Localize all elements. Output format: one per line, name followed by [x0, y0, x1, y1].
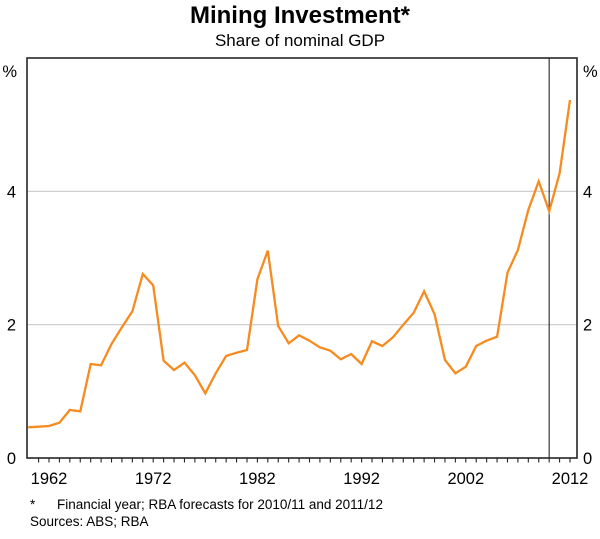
footnote-text: Financial year; RBA forecasts for 2010/1… [57, 497, 383, 512]
plot-frame [26, 57, 578, 459]
data-line [28, 99, 572, 429]
y-axis-label-right: 4 [583, 183, 592, 201]
x-axis-year-label: 2012 [552, 470, 589, 488]
x-axis-year-label: 1992 [343, 470, 380, 488]
y-axis-label-left: 4 [7, 183, 16, 201]
sources-note: Sources: ABS; RBA [30, 514, 149, 529]
y-axis-label-right: 0 [583, 450, 592, 468]
chart-title: Mining Investment* [189, 2, 411, 29]
y-axis-label-left: 0 [7, 450, 16, 468]
x-axis-year-label: 2002 [447, 470, 484, 488]
footnote: * Financial year; RBA forecasts for 2010/… [30, 497, 590, 512]
x-axis-year-label: 1962 [31, 470, 68, 488]
percent-label-right: % [583, 63, 598, 81]
footnote-marker: * [30, 497, 36, 512]
y-axis-label-right: 2 [583, 317, 592, 335]
x-axis-year-label: 1972 [135, 470, 172, 488]
chart-subtitle: Share of nominal GDP [214, 31, 386, 50]
x-axis-year-label: 1982 [239, 470, 276, 488]
percent-label-left: % [2, 63, 17, 81]
y-axis-label-left: 2 [7, 317, 16, 335]
